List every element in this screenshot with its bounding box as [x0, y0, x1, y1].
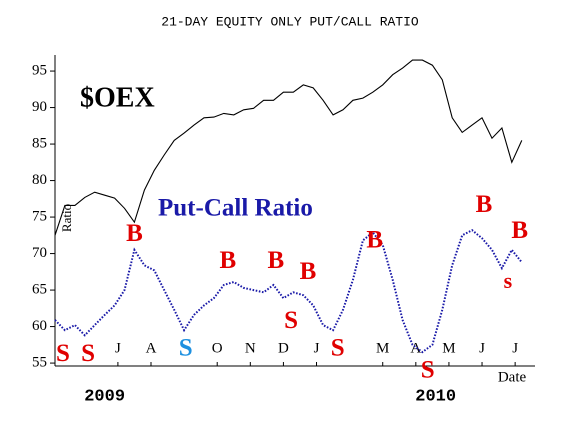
- signal-label: S: [421, 357, 435, 384]
- series-line: [54, 59, 523, 236]
- series-label-ratio: Put-Call Ratio: [158, 195, 313, 222]
- x-tick-label: J: [512, 340, 518, 356]
- x-tick-label: D: [278, 340, 289, 356]
- series-label-oex: $OEX: [80, 82, 155, 113]
- y-tick-label: 55: [32, 355, 47, 371]
- signal-label: B: [300, 258, 317, 285]
- signal-label: S: [179, 335, 193, 362]
- x-tick-label: M: [376, 340, 389, 356]
- chart-title: 21-DAY EQUITY ONLY PUT/CALL RATIO: [161, 14, 419, 29]
- x-tick-label: O: [212, 340, 223, 356]
- x-tick-label: A: [146, 340, 157, 356]
- year-label: 2010: [415, 387, 456, 406]
- series-line: [54, 229, 523, 354]
- y-tick-label: 65: [32, 282, 47, 298]
- y-tick-label: 70: [32, 245, 47, 261]
- signal-label: S: [56, 340, 70, 367]
- signal-label: B: [126, 220, 143, 247]
- y-tick-label: 75: [32, 209, 47, 225]
- x-tick-label: N: [245, 340, 256, 356]
- signal-label: S: [331, 335, 345, 362]
- signal-label: B: [267, 247, 284, 274]
- x-tick-label: J: [314, 340, 320, 356]
- y-tick-label: 60: [32, 318, 47, 334]
- x-tick-label: M: [442, 340, 455, 356]
- x-axis-label: Date: [498, 369, 527, 385]
- signal-label: B: [511, 217, 528, 244]
- signal-label: B: [476, 191, 493, 218]
- x-tick-label: A: [410, 340, 421, 356]
- signal-label: B: [219, 247, 236, 274]
- x-tick-label: J: [479, 340, 485, 356]
- year-label: 2009: [84, 387, 125, 406]
- y-tick-label: 90: [32, 99, 47, 115]
- y-tick-label: 95: [32, 62, 47, 78]
- signal-label: B: [366, 227, 383, 254]
- signal-label: s: [504, 268, 513, 293]
- y-tick-label: 80: [32, 172, 47, 188]
- x-tick-label: J: [115, 340, 121, 356]
- y-tick-label: 85: [32, 136, 47, 152]
- signal-label: S: [284, 307, 298, 334]
- signal-label: S: [81, 340, 95, 367]
